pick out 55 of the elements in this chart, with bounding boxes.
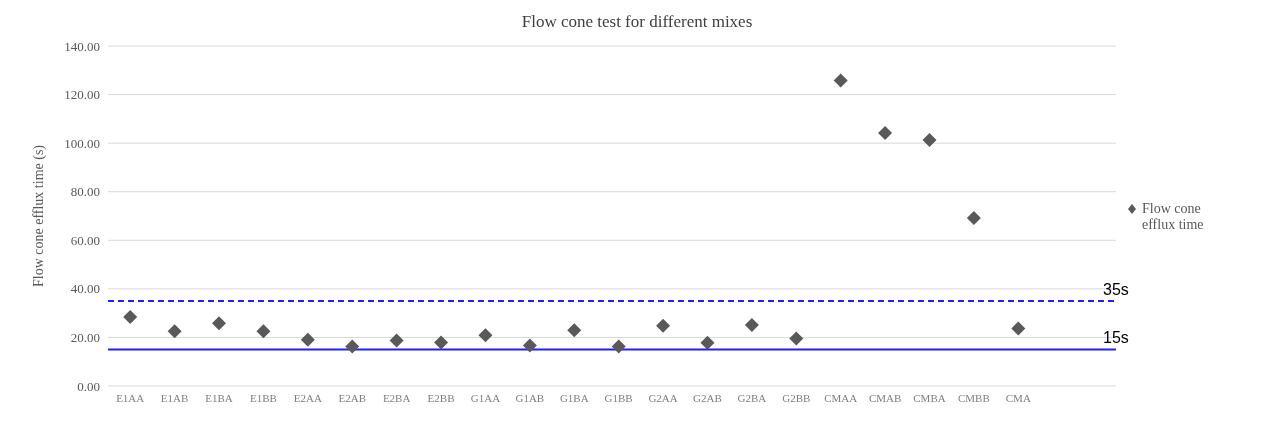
point — [1011, 321, 1026, 336]
point — [478, 328, 493, 343]
y-tick-label: 140.00 — [64, 38, 100, 54]
y-tick-label: 60.00 — [70, 232, 100, 248]
x-tick-label: G2BA — [737, 391, 767, 404]
point — [123, 310, 138, 325]
point — [212, 316, 227, 331]
x-tick-label: G2AA — [648, 391, 678, 404]
x-tick-label: G1BB — [604, 391, 633, 404]
point — [922, 132, 937, 147]
y-tick-label: 120.00 — [64, 87, 100, 103]
x-tick-label: CMBB — [958, 391, 990, 404]
point — [522, 338, 537, 353]
x-tick-label: G1AB — [515, 391, 545, 404]
y-tick-label: 20.00 — [70, 330, 100, 346]
point — [700, 335, 715, 350]
point — [744, 318, 759, 333]
point — [434, 335, 449, 350]
chart-title: Flow cone test for different mixes — [520, 12, 754, 32]
point — [300, 332, 315, 347]
x-tick-label: G1AA — [470, 391, 501, 404]
y-tick-label: 100.00 — [64, 135, 100, 151]
y-tick-label: 80.00 — [70, 184, 100, 200]
y-axis-title: Flow cone efflux time (s) — [30, 144, 47, 288]
x-tick-label: E2BB — [427, 391, 455, 404]
x-tick-label: E2AA — [293, 391, 322, 404]
x-tick-label: E2AB — [338, 391, 366, 404]
point — [345, 339, 360, 354]
point — [878, 125, 893, 140]
x-tick-label: E2BA — [382, 391, 411, 404]
x-tick-label: CMA — [1005, 391, 1031, 404]
x-tick-label: CMBA — [913, 391, 946, 404]
point — [567, 323, 582, 338]
point — [656, 318, 671, 333]
point — [611, 339, 626, 354]
point — [966, 210, 981, 225]
x-tick-label: G2AB — [693, 391, 722, 404]
ref-line-label: 35s — [1103, 280, 1129, 298]
y-tick-label: 40.00 — [70, 281, 100, 297]
x-tick-label: CMAB — [868, 391, 902, 404]
x-tick-label: E1AA — [116, 391, 145, 404]
point — [256, 324, 271, 339]
point — [833, 73, 848, 88]
point — [167, 324, 182, 339]
ref-line-label: 15s — [1103, 329, 1129, 347]
x-tick-label: E1AB — [160, 391, 189, 404]
point — [789, 331, 804, 346]
x-tick-label: E1BA — [205, 391, 233, 404]
x-tick-label: E1BB — [249, 391, 277, 404]
x-tick-label: G2BB — [782, 391, 811, 404]
y-tick-label: 0.00 — [77, 378, 100, 394]
legend-label: Flow cone efflux time — [1142, 201, 1205, 233]
x-tick-label: G1BA — [559, 391, 589, 404]
x-tick-label: CMAA — [824, 391, 858, 404]
point — [389, 333, 404, 348]
